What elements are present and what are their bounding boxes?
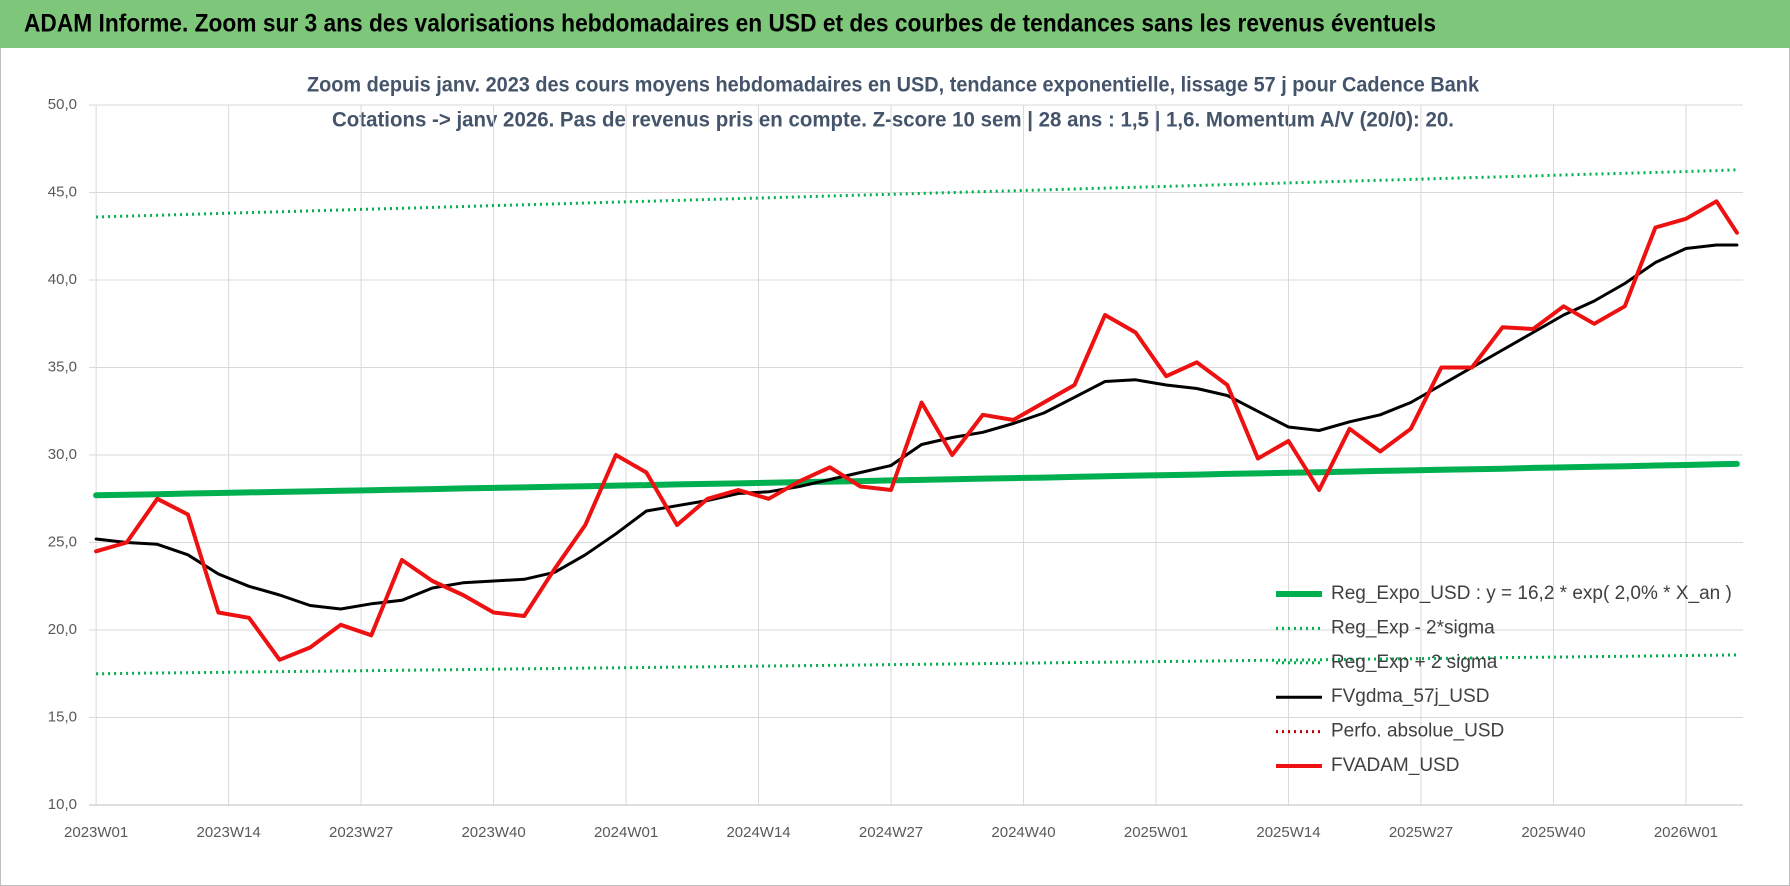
y-tick-label: 30,0 xyxy=(48,446,77,463)
header-bar xyxy=(0,0,1790,48)
y-tick-label: 25,0 xyxy=(48,533,77,550)
x-tick-label: 2023W40 xyxy=(461,824,525,841)
x-tick-label: 2024W27 xyxy=(859,824,923,841)
legend-label: FVADAM_USD xyxy=(1331,755,1459,776)
y-tick-label: 50,0 xyxy=(48,96,77,113)
y-tick-label: 35,0 xyxy=(48,358,77,375)
y-tick-label: 40,0 xyxy=(48,271,77,288)
y-tick-label: 10,0 xyxy=(48,796,77,813)
x-tick-label: 2026W01 xyxy=(1654,824,1718,841)
legend-label: Reg_Exp - 2*sigma xyxy=(1331,617,1495,638)
x-tick-label: 2023W01 xyxy=(64,824,128,841)
series-line xyxy=(94,199,1739,662)
legend-label: FVgdma_57j_USD xyxy=(1331,686,1489,707)
series-line xyxy=(93,460,1740,499)
x-tick-label: 2024W40 xyxy=(991,824,1055,841)
x-tick-label: 2025W27 xyxy=(1389,824,1453,841)
chart-subtitle: Zoom depuis janv. 2023 des cours moyens … xyxy=(307,74,1479,97)
x-tick-label: 2025W14 xyxy=(1256,824,1320,841)
y-tick-label: 15,0 xyxy=(48,708,77,725)
x-tick-label: 2023W27 xyxy=(329,824,393,841)
legend-label: Reg_Exp + 2 sigma xyxy=(1331,652,1498,673)
series-line xyxy=(96,653,1737,676)
legend-label: Perfo. absolue_USD xyxy=(1331,721,1504,742)
y-tick-label: 45,0 xyxy=(48,183,77,200)
y-tick-label: 20,0 xyxy=(48,621,77,638)
legend-label: Reg_Expo_USD : y = 16,2 * exp( 2,0% * X_… xyxy=(1331,583,1732,604)
chart-title: ADAM Informe. Zoom sur 3 ans des valoris… xyxy=(24,10,1436,38)
x-tick-label: 2025W40 xyxy=(1521,824,1585,841)
x-tick-label: 2025W01 xyxy=(1124,824,1188,841)
x-tick-label: 2024W01 xyxy=(594,824,658,841)
x-tick-label: 2023W14 xyxy=(197,824,261,841)
x-tick-label: 2024W14 xyxy=(726,824,790,841)
chart-subtitle: Cotations -> janv 2026. Pas de revenus p… xyxy=(332,109,1454,132)
